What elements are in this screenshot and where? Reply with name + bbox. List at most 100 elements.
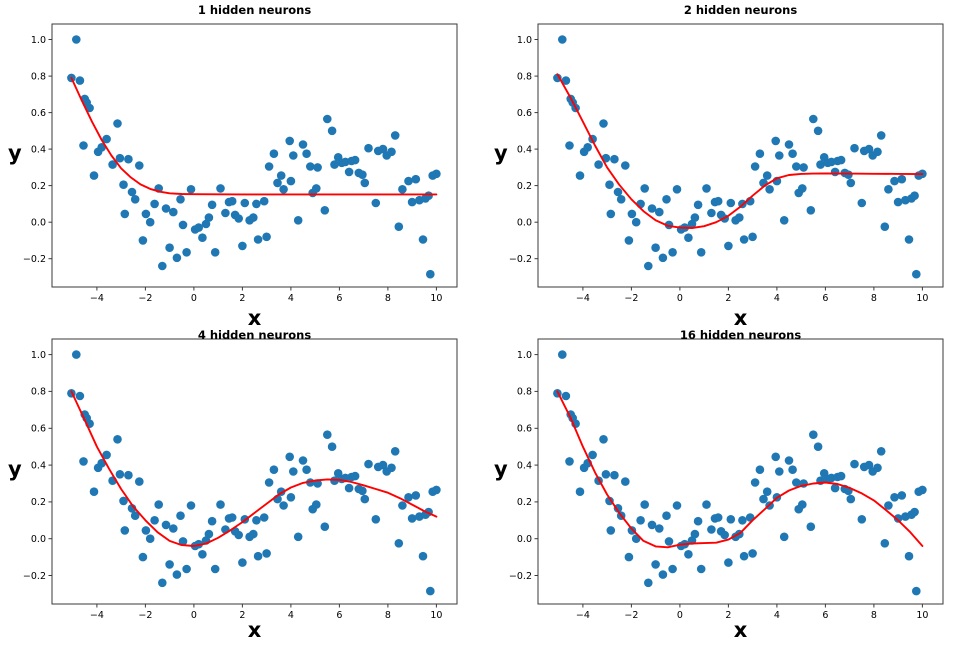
scatter-point <box>636 516 645 525</box>
scatter-point <box>312 184 321 193</box>
subplot-2-x-axis-label: x <box>733 306 748 330</box>
scatter-point <box>150 516 159 525</box>
scatter-point <box>120 526 130 535</box>
scatter-point <box>240 198 250 208</box>
x-tick-label: −4 <box>90 293 104 304</box>
y-tick-label: 0.6 <box>517 424 532 435</box>
x-tick-label: −4 <box>90 610 104 621</box>
scatter-point <box>748 549 757 558</box>
scatter-point <box>182 564 191 574</box>
scatter-point <box>249 529 258 539</box>
scatter-point <box>102 134 111 144</box>
scatter-point <box>813 442 823 451</box>
y-tick-label: 0.0 <box>517 534 532 545</box>
scatter-point <box>371 198 381 208</box>
scatter-point <box>253 551 263 561</box>
scatter-point <box>253 235 263 244</box>
scatter-point <box>799 163 808 172</box>
axes-frame <box>51 23 458 288</box>
x-tick-label: 8 <box>871 293 877 304</box>
scatter-point <box>658 253 668 263</box>
scatter-point <box>249 213 258 222</box>
subplot-16-hidden-neurons-plot: −4 −2 0 2 4 6 8 10 −0.2 0.0 0.2 0.4 0.6 0.8 1.0 <box>509 338 944 621</box>
x-tick-label: 8 <box>385 610 391 621</box>
scatter-point <box>809 114 818 124</box>
x-tick-label: −2 <box>624 610 638 621</box>
scatter-point <box>390 131 400 140</box>
scatter-point <box>750 162 760 171</box>
scatter-point <box>135 477 144 486</box>
scatter-point <box>72 35 81 44</box>
scatter-point <box>327 442 337 451</box>
x-tick-label: −4 <box>576 293 590 304</box>
scatter-point <box>850 459 859 469</box>
scatter-point <box>306 162 315 171</box>
scatter-point <box>713 196 723 206</box>
scatter-point <box>857 515 867 524</box>
scatter-point <box>583 143 592 152</box>
scatter-point <box>259 196 269 206</box>
fit-curve <box>556 73 924 229</box>
y-tick-label: 0.2 <box>31 181 46 192</box>
x-tick-label: 4 <box>774 293 780 304</box>
scatter-point <box>182 248 191 257</box>
scatter-point <box>806 522 816 531</box>
x-tick-label: 8 <box>871 610 877 621</box>
scatter-point <box>204 529 214 539</box>
y-tick-label: −0.2 <box>23 254 46 265</box>
scatter-point <box>279 501 288 510</box>
scatter-point <box>127 187 137 197</box>
scatter-point <box>298 456 308 465</box>
scatter-point <box>350 155 360 165</box>
scatter-point <box>186 185 196 194</box>
scatter-point <box>390 447 400 456</box>
scatter-point <box>788 149 797 158</box>
y-tick-label: 0.6 <box>31 108 46 119</box>
scatter-point <box>739 551 749 561</box>
scatter-point <box>864 460 874 470</box>
x-tick-label: 0 <box>191 610 197 621</box>
scatter-point <box>364 459 373 469</box>
scatter-point <box>227 196 237 206</box>
scatter-point <box>130 511 140 520</box>
scatter-point <box>216 184 225 193</box>
scatter-point <box>775 467 784 476</box>
subplot-4-y-axis-label: y <box>494 457 508 481</box>
scatter-point <box>432 169 441 179</box>
scatter-point <box>89 487 99 496</box>
scatter-point <box>561 76 571 85</box>
scatter-point <box>575 487 585 496</box>
scatter-point <box>79 457 88 466</box>
scatter-point <box>394 539 404 548</box>
scatter-point <box>358 486 367 496</box>
scatter-point <box>135 161 144 170</box>
scatter-point <box>707 525 716 534</box>
y-tick-label: 0.8 <box>31 387 46 398</box>
scatter-point <box>726 198 736 208</box>
scatter-point <box>880 539 890 548</box>
scatter-point <box>910 191 919 200</box>
scatter-point <box>72 350 81 359</box>
scatter-point <box>631 217 641 227</box>
x-tick-label: 0 <box>191 293 197 304</box>
scatter-point <box>378 144 388 154</box>
scatter-point <box>216 500 225 509</box>
scatter-point <box>221 208 230 218</box>
y-tick-label: 1.0 <box>517 350 532 361</box>
scatter-point <box>273 178 282 188</box>
scatter-point <box>176 511 185 520</box>
scatter-point <box>893 197 903 207</box>
scatter-point <box>158 578 167 588</box>
scatter-point <box>360 494 370 504</box>
scatter-point <box>684 550 693 559</box>
scatter-point <box>606 526 616 535</box>
scatter-point <box>759 494 768 504</box>
subplot-2-title: 2 hidden neurons <box>683 3 798 17</box>
scatter-point <box>884 501 893 510</box>
scatter-point <box>836 155 846 165</box>
y-tick-label: 1.0 <box>31 350 46 361</box>
y-tick-label: 0.8 <box>517 387 532 398</box>
scatter-point <box>897 174 907 184</box>
scatter-point <box>323 114 332 124</box>
scatter-point <box>124 470 133 480</box>
